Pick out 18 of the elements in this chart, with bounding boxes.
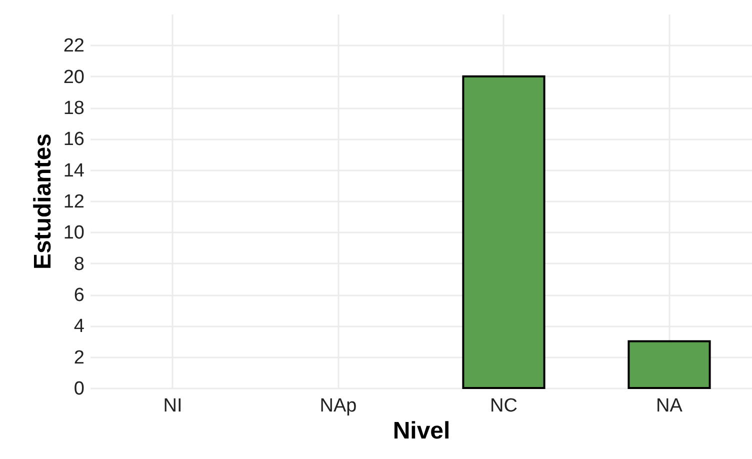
- x-axis-title: Nivel: [392, 418, 450, 444]
- x-tick-label: NC: [490, 396, 518, 416]
- y-tick-label: 12: [63, 192, 84, 212]
- y-axis-title: Estudiantes: [29, 133, 56, 270]
- y-tick-label: 4: [74, 316, 85, 338]
- y-tick-label: 18: [63, 98, 84, 119]
- x-tick-label: NA: [656, 396, 683, 416]
- y-tick-label: 16: [63, 129, 84, 150]
- y-tick-label: 8: [74, 254, 84, 275]
- y-tick-label: 20: [63, 66, 84, 88]
- y-tick-label: 0: [74, 378, 84, 400]
- y-tick-label: 14: [63, 160, 85, 182]
- y-tick-label: 6: [74, 285, 84, 306]
- x-tick-label: NI: [163, 396, 182, 416]
- y-tick-label: 22: [63, 36, 84, 57]
- y-tick-label: 10: [63, 222, 84, 244]
- y-tick-label: 2: [74, 347, 84, 368]
- x-tick-label: NAp: [320, 396, 357, 416]
